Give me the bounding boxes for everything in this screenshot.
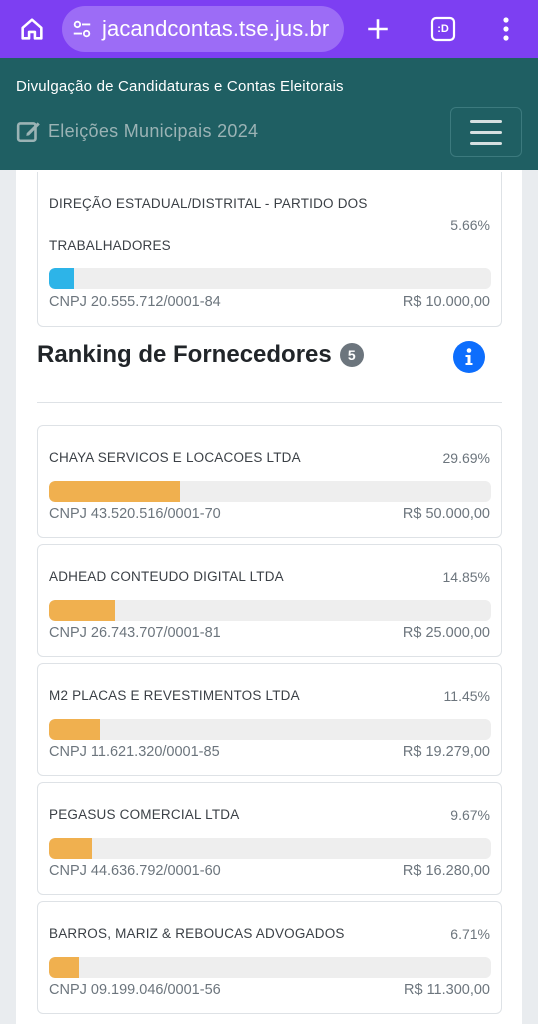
supplier-name: BARROS, MARIZ & REBOUCAS ADVOGADOS (49, 926, 345, 941)
progress-bar (49, 838, 491, 859)
app-header: Divulgação de Candidaturas e Contas Elei… (0, 58, 538, 170)
tab-switcher-icon[interactable]: :D (421, 7, 465, 51)
progress-fill (49, 600, 115, 621)
supplier-cnpj: CNPJ 26.743.707/0001-81 (49, 625, 221, 641)
progress-bar (49, 600, 491, 621)
supplier-cnpj: CNPJ 43.520.516/0001-70 (49, 506, 221, 522)
supplier-percent: 14.85% (442, 569, 490, 585)
supplier-name: M2 PLACAS E REVESTIMENTOS LTDA (49, 688, 300, 703)
supplier-value: R$ 25.000,00 (402, 625, 490, 641)
menu-toggle-button[interactable] (450, 107, 522, 157)
progress-bar (49, 957, 491, 978)
hamburger-icon-bar (470, 130, 502, 134)
supplier-percent: 9.67% (450, 807, 490, 823)
edit-icon (16, 122, 40, 143)
browser-toolbar: jacandcontas.tse.jus.br :D (0, 0, 538, 58)
progress-fill (49, 268, 75, 289)
home-icon[interactable] (10, 7, 54, 51)
ranking-title: Ranking de Fornecedores 5 (37, 341, 364, 369)
url-bar[interactable]: jacandcontas.tse.jus.br (62, 6, 344, 52)
supplier-cnpj: CNPJ 44.636.792/0001-60 (49, 863, 221, 879)
supplier-card: ADHEAD CONTEUDO DIGITAL LTDA 14.85% CNPJ 2… (37, 544, 502, 657)
more-options-icon[interactable] (484, 7, 528, 51)
supplier-percent: 6.71% (450, 926, 490, 942)
app-subtitle[interactable]: Eleições Municipais 2024 (16, 118, 258, 144)
progress-fill (49, 481, 181, 502)
ranking-count-badge: 5 (339, 343, 364, 367)
progress-bar (49, 481, 491, 502)
supplier-card: M2 PLACAS E REVESTIMENTOS LTDA 11.45% CNPJ… (37, 663, 502, 776)
card-value: R$ 10.000,00 (402, 294, 490, 310)
supplier-value: R$ 16.280,00 (402, 863, 490, 879)
supplier-cnpj: CNPJ 09.199.046/0001-56 (49, 982, 221, 998)
supplier-card: PEGASUS COMERCIAL LTDA 9.67% CNPJ 44.636.7… (37, 782, 502, 895)
progress-fill (49, 719, 100, 740)
card-cnpj: CNPJ 20.555.712/0001-84 (49, 294, 221, 310)
new-tab-icon[interactable] (356, 7, 400, 51)
card-name-line2: TRABALHADORES (49, 238, 171, 253)
donor-card: DIREÇÃO ESTADUAL/DISTRITAL - PARTIDO DOS… (37, 172, 502, 327)
progress-fill (49, 957, 79, 978)
supplier-value: R$ 11.300,00 (404, 982, 490, 998)
divider (37, 402, 502, 403)
url-text[interactable]: jacandcontas.tse.jus.br (102, 16, 330, 41)
card-percent: 5.66% (450, 217, 490, 233)
progress-bar (49, 268, 491, 289)
info-icon[interactable] (453, 341, 485, 373)
progress-fill (49, 838, 92, 859)
tab-count: :D (437, 23, 449, 35)
supplier-value: R$ 19.279,00 (402, 744, 490, 760)
supplier-name: CHAYA SERVICOS E LOCACOES LTDA (49, 450, 301, 465)
hamburger-icon (470, 119, 502, 123)
app-title: Divulgação de Candidaturas e Contas Elei… (16, 78, 344, 95)
supplier-cnpj: CNPJ 11.621.320/0001-85 (49, 744, 220, 760)
supplier-percent: 29.69% (442, 450, 490, 466)
content-panel: DIREÇÃO ESTADUAL/DISTRITAL - PARTIDO DOS… (16, 170, 522, 1024)
hamburger-icon-bar (470, 141, 502, 145)
supplier-name: ADHEAD CONTEUDO DIGITAL LTDA (49, 569, 284, 584)
site-settings-icon[interactable] (62, 18, 102, 40)
progress-bar (49, 719, 491, 740)
card-name: DIREÇÃO ESTADUAL/DISTRITAL - PARTIDO DOS (49, 196, 368, 211)
ranking-title-text: Ranking de Fornecedores (37, 341, 332, 368)
supplier-card: BARROS, MARIZ & REBOUCAS ADVOGADOS 6.71% C… (37, 901, 502, 1014)
app-subtitle-text[interactable]: Eleições Municipais 2024 (48, 120, 259, 141)
supplier-percent: 11.45% (443, 688, 490, 704)
supplier-value: R$ 50.000,00 (402, 506, 490, 522)
supplier-card: CHAYA SERVICOS E LOCACOES LTDA 29.69% CNPJ… (37, 425, 502, 538)
supplier-name: PEGASUS COMERCIAL LTDA (49, 807, 240, 822)
